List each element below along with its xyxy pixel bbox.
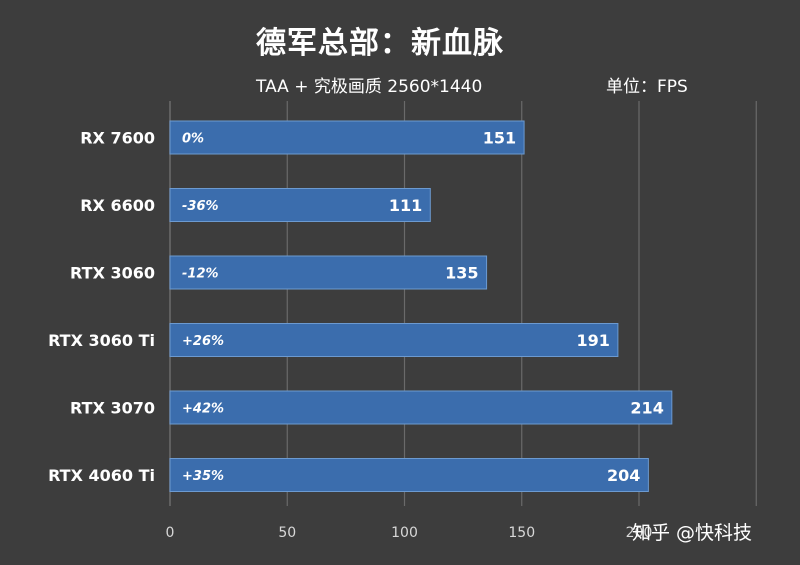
category-label: RX 6600: [80, 196, 155, 215]
value-label: 204: [607, 466, 640, 485]
bar: [169, 188, 431, 222]
unit-label: 单位：FPS: [606, 77, 688, 97]
percent-label: +35%: [182, 469, 224, 484]
value-label: 111: [389, 196, 422, 215]
watermark: 知乎 @快科技: [632, 522, 753, 544]
value-label: 135: [445, 264, 478, 283]
x-tick-label: 100: [391, 525, 418, 541]
category-label: RX 7600: [80, 129, 155, 148]
chart-subtitle: TAA + 究极画质 2560*1440: [256, 77, 483, 97]
bar: [169, 323, 619, 357]
bar: [169, 255, 488, 290]
value-label: 214: [630, 399, 663, 418]
category-label: RTX 4060 Ti: [48, 466, 155, 485]
percent-label: +42%: [182, 402, 224, 417]
percent-label: -36%: [182, 199, 219, 214]
category-label: RTX 3070: [70, 399, 155, 418]
percent-label: -12%: [182, 267, 219, 282]
category-label: RTX 3060 Ti: [48, 331, 155, 350]
x-tick-label: 150: [508, 525, 535, 541]
chart-title: 德军总部：新血脉: [256, 26, 504, 61]
category-label: RTX 3060: [70, 264, 155, 283]
bar: [169, 458, 649, 492]
x-tick-label: 0: [166, 525, 175, 541]
percent-label: +26%: [182, 334, 224, 349]
bar: [169, 390, 673, 425]
bar: [169, 120, 525, 155]
value-label: 191: [576, 331, 609, 350]
x-tick-label: 50: [278, 525, 296, 541]
percent-label: 0%: [182, 132, 204, 147]
value-label: 151: [483, 129, 516, 148]
x-tick-label: 200: [626, 525, 653, 541]
